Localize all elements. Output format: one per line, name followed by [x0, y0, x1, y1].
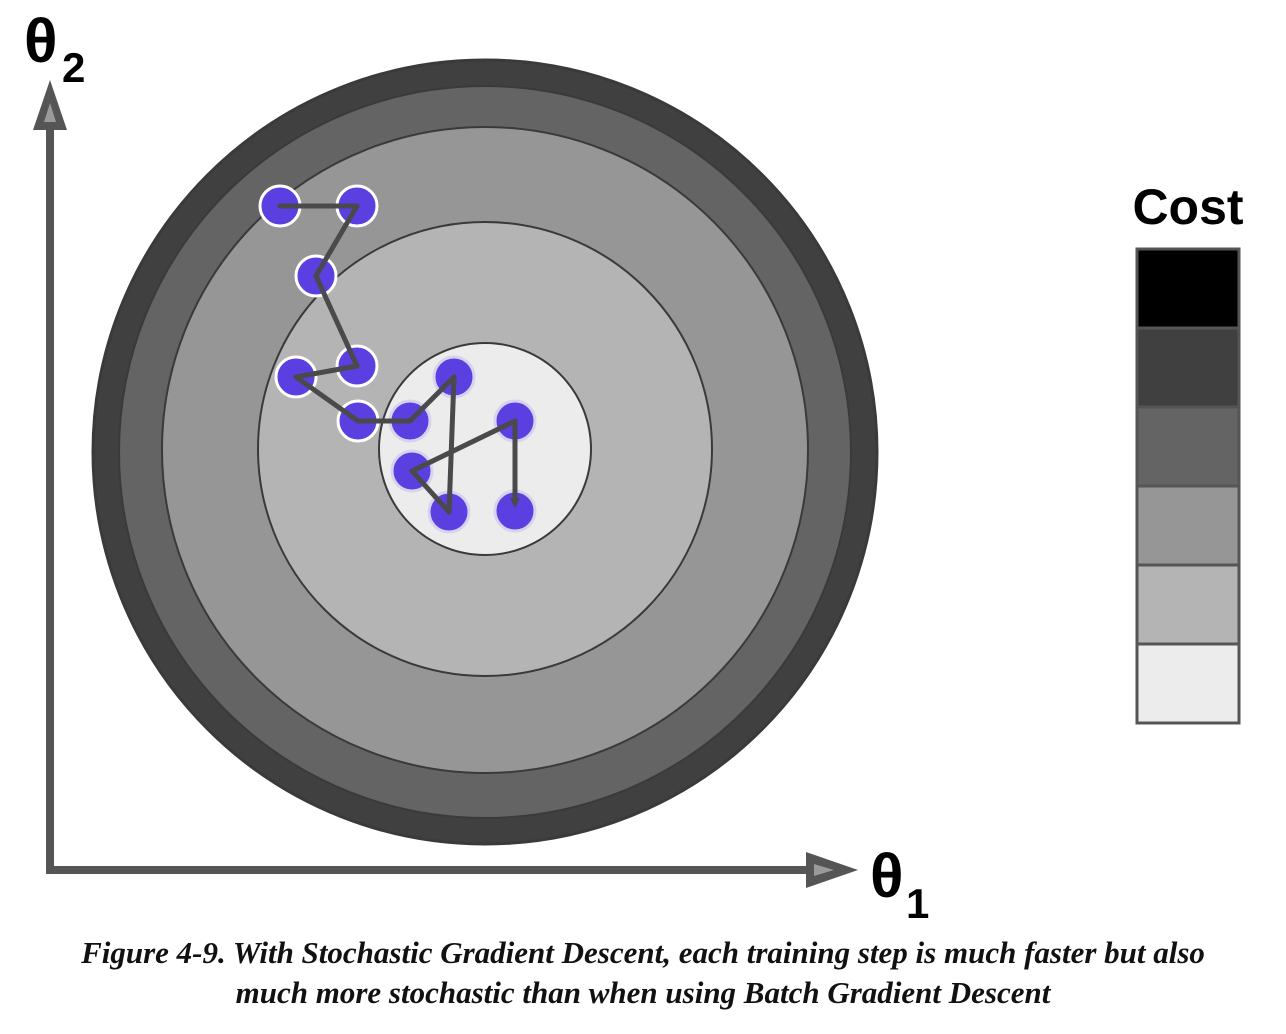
descent-step	[409, 418, 518, 474]
y-axis-arrowhead-inner	[44, 103, 56, 122]
legend-swatch	[1135, 642, 1241, 725]
legend-swatch	[1135, 484, 1241, 567]
figure-caption: Figure 4-9. With Stochastic Gradient Des…	[0, 933, 1286, 1013]
x-axis-label: θ	[870, 842, 904, 911]
legend-swatch	[1135, 405, 1241, 488]
descent-step	[409, 468, 452, 515]
descent-step	[446, 374, 457, 515]
x-axis-subscript: 1	[906, 880, 929, 927]
y-axis-subscript: 2	[62, 44, 85, 91]
descent-step	[313, 203, 360, 279]
legend-swatches	[1135, 247, 1241, 725]
descent-step	[293, 363, 360, 380]
x-axis-arrowhead-inner	[814, 864, 834, 876]
cost-legend: Cost	[1132, 179, 1244, 725]
sgd-diagram: θ 2 θ 1 Cost	[24, 7, 1244, 927]
caption-line-1: Figure 4-9. With Stochastic Gradient Des…	[81, 935, 1205, 970]
legend-swatch	[1135, 247, 1241, 330]
descent-points	[258, 184, 537, 534]
descent-step	[407, 374, 457, 424]
caption-line-2: much more stochastic than when using Bat…	[235, 975, 1051, 1010]
contour-ring-inner	[378, 342, 592, 556]
legend-swatch	[1135, 563, 1241, 646]
y-axis-label: θ	[24, 7, 58, 76]
descent-step	[293, 374, 361, 424]
cost-contours	[91, 58, 879, 846]
legend-swatch	[1135, 326, 1241, 409]
axes	[33, 80, 858, 888]
descent-step	[313, 273, 360, 369]
legend-title: Cost	[1132, 179, 1243, 235]
